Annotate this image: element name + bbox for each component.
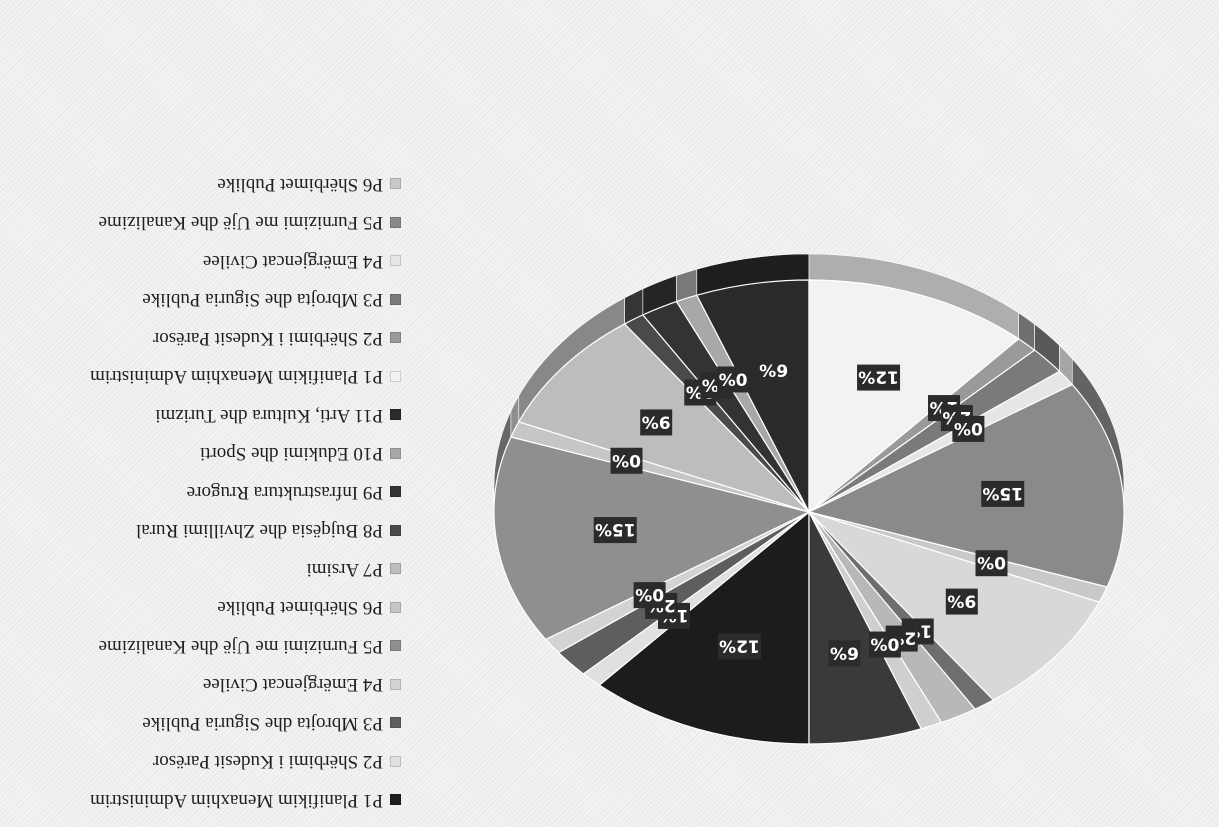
legend-label: P2 Shërbimi i Kudesit Parësor (152, 751, 383, 773)
pie-slice (598, 510, 810, 745)
data-label-box (717, 633, 761, 660)
legend-item: P6 Shërbimet Publike (1, 165, 401, 204)
data-label-box (828, 640, 861, 667)
legend-item: P4 Emërgjencat Civilee (1, 242, 401, 281)
legend-swatch (390, 293, 401, 305)
data-label: 6% (759, 360, 788, 380)
legend-item: P7 Arsimi (1, 550, 401, 589)
legend-swatch (390, 255, 401, 267)
data-label: 15% (595, 519, 636, 539)
legend-label: P2 Shërbimi i Kudesit Parësor (152, 327, 383, 349)
legend-item: P3 Mbrojta dhe Siguria Publike (1, 704, 401, 743)
legend-item: P8 Bujqësia dhe Zhvillimi Rural (1, 511, 401, 550)
legend-label: P5 Furnizimi me Ujë dhe Kanalizime (98, 635, 383, 657)
data-label: 12% (719, 635, 760, 655)
legend-label: P1 Planifikim Menaxhim Administrim (90, 789, 383, 811)
legend-item: P5 Furnizimi me Ujë dhe Kanalizime (1, 627, 401, 666)
data-label-box (593, 517, 637, 544)
legend-item: P2 Shërbimi i Kudesit Parësor (1, 742, 401, 781)
legend-label: P4 Emërgjencat Civilee (202, 250, 383, 272)
legend-label: P5 Furnizimi me Ujë dhe Kanalizime (98, 212, 383, 234)
data-label-box (868, 631, 901, 658)
legend-label: P3 Mbrojta dhe Siguria Publike (142, 289, 383, 311)
data-label: 0% (870, 634, 899, 654)
legend-swatch (390, 601, 401, 613)
legend-item: P9 Infrastruktura Rrugore (1, 473, 401, 512)
data-label: 15% (982, 483, 1023, 503)
legend-label: P10 Edukimi dhe Sporti (199, 443, 383, 465)
legend-swatch (390, 332, 401, 344)
data-label-box (952, 415, 985, 442)
data-label: 0% (612, 450, 641, 470)
legend-item: P6 Shërbimet Publike (1, 588, 401, 627)
data-label-box (981, 480, 1025, 507)
legend-label: P11 Arti, Kultura dhe Turizmi (155, 404, 383, 426)
legend-swatch (390, 409, 401, 421)
data-label-box (857, 364, 901, 391)
chart-legend: P1 Planifikim Menaxhim Administrim P2 Shë… (1, 165, 401, 820)
data-label: 0% (954, 418, 983, 438)
legend-item: P3 Mbrojta dhe Siguria Publike (1, 280, 401, 319)
data-label: 6% (830, 642, 859, 662)
legend-label: P6 Shërbimet Publike (217, 173, 383, 195)
data-label: 0% (635, 584, 664, 604)
legend-label: P8 Bujqësia dhe Zhvillimi Rural (136, 520, 383, 542)
legend-item: P4 Emërgjencat Civilee (1, 665, 401, 704)
legend-swatch (390, 486, 401, 498)
data-label-box (975, 550, 1008, 577)
legend-label: P9 Infrastruktura Rrugore (186, 481, 383, 503)
data-label-box (610, 447, 643, 474)
data-label-box (717, 366, 750, 393)
legend-swatch (390, 216, 401, 228)
data-label-box (945, 588, 978, 615)
legend-swatch (390, 178, 401, 190)
pie-slices (493, 279, 1125, 745)
pie-slice (808, 279, 1020, 514)
legend-swatch (390, 524, 401, 536)
legend-item: P2 Shërbimi i Kudesit Parësor (1, 319, 401, 358)
data-label-box (640, 409, 673, 436)
legend-label: P4 Emërgjencat Civilee (202, 674, 383, 696)
legend-swatch (390, 794, 401, 806)
pie-slice (807, 383, 1125, 588)
data-label: 0% (719, 368, 748, 388)
legend-item: P11 Arti, Kultura dhe Turizmi (1, 396, 401, 435)
legend-swatch (390, 640, 401, 652)
data-label-box (757, 357, 790, 384)
data-labels: 12%1%2%0%15%0%9%1%2%0%6%12%1%2%0%15%0%9%… (593, 357, 1025, 667)
legend-swatch (390, 447, 401, 459)
legend-swatch (390, 755, 401, 767)
legend-swatch (390, 678, 401, 690)
legend-label: P7 Arsimi (306, 558, 383, 580)
legend-swatch (390, 563, 401, 575)
data-label: 0% (977, 552, 1006, 572)
legend-label: P1 Planifikim Menaxhim Administrim (90, 366, 383, 388)
legend-swatch (390, 717, 401, 729)
legend-item: P1 Planifikim Menaxhim Administrim (1, 357, 401, 396)
legend-label: P6 Shërbimet Publike (217, 597, 383, 619)
data-label-box (633, 582, 666, 609)
legend-item: P10 Edukimi dhe Sporti (1, 434, 401, 473)
data-label: 9% (642, 411, 671, 431)
pie-slice (808, 511, 923, 745)
legend-item: P5 Furnizimi me Ujë dhe Kanalizime (1, 203, 401, 242)
data-label: 9% (947, 591, 976, 611)
legend-item: P1 Planifikim Menaxhim Administrim (1, 781, 401, 820)
pie-slice (493, 436, 811, 641)
legend-swatch (390, 370, 401, 382)
pie-rim (493, 253, 1125, 513)
data-label: 12% (858, 367, 899, 387)
legend-label: P3 Mbrojta dhe Siguria Publike (142, 712, 383, 734)
